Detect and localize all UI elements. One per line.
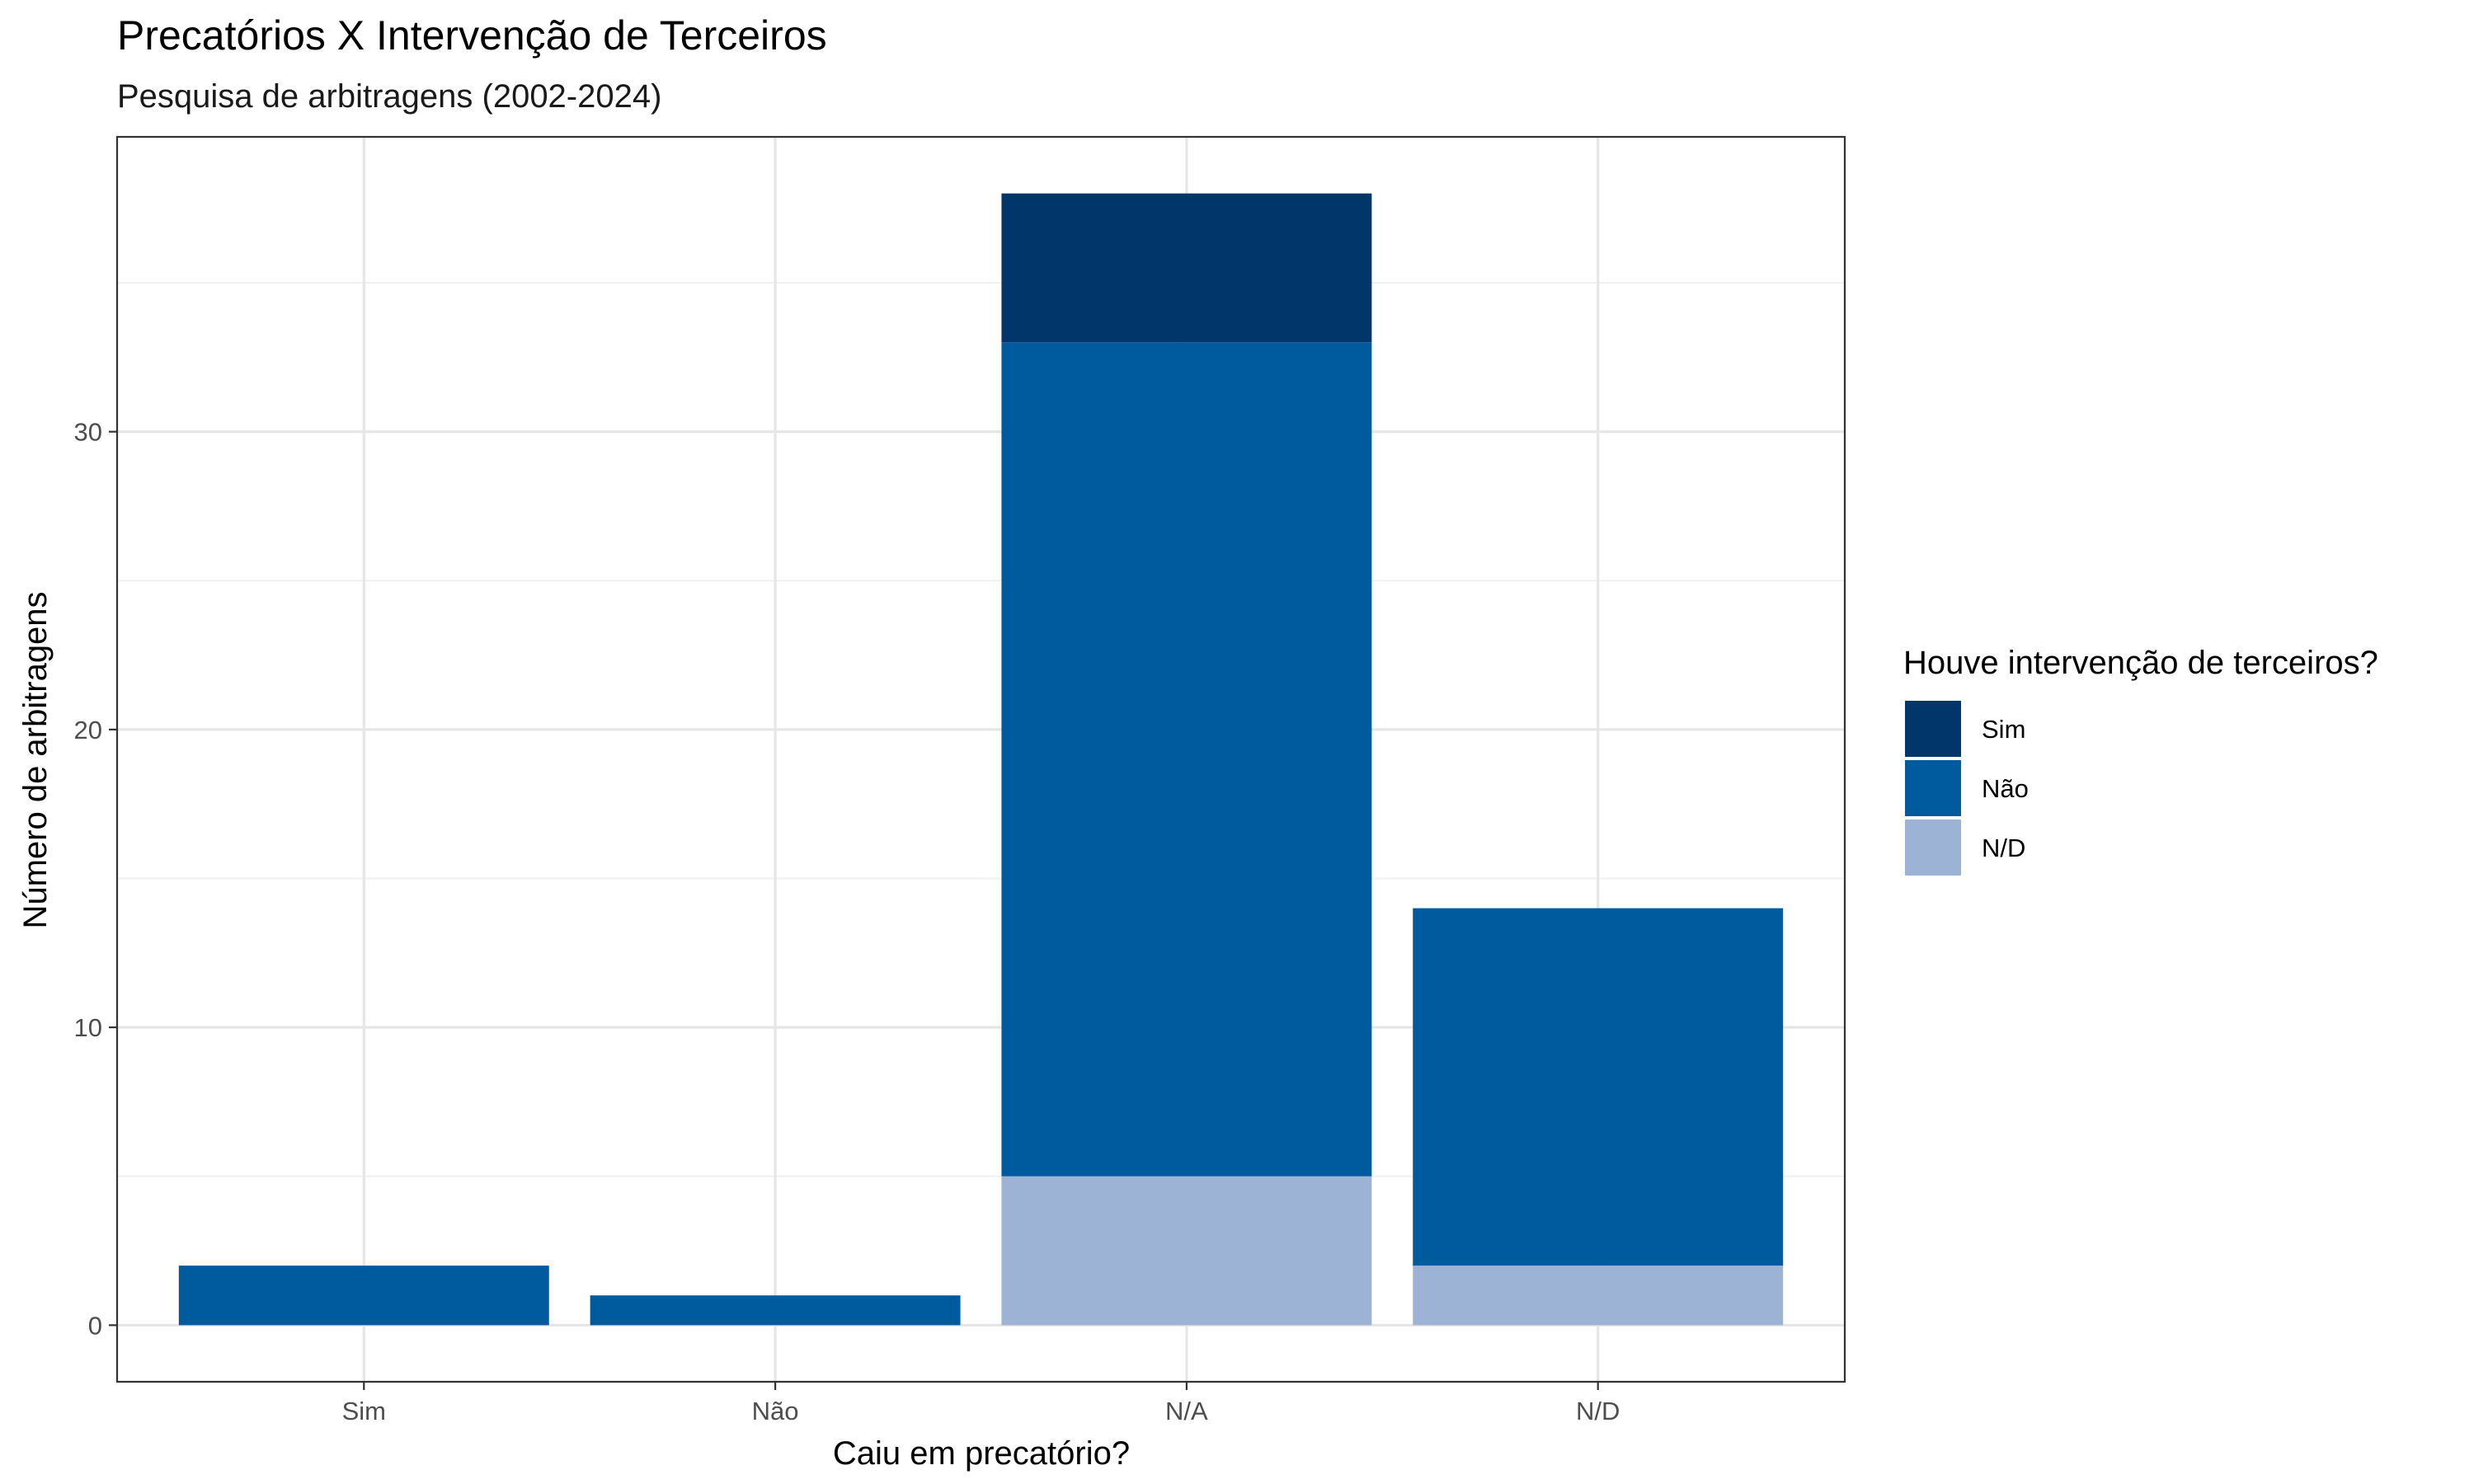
bar-n-o-2 xyxy=(590,1295,961,1326)
y-tick-label: 10 xyxy=(74,1013,102,1042)
legend-label: Não xyxy=(1982,774,2029,803)
bar-n-d-3 xyxy=(1001,1176,1372,1326)
y-tick-label: 30 xyxy=(74,418,102,447)
legend-key-sim xyxy=(1905,701,1961,757)
x-tick-label: N/A xyxy=(1165,1397,1208,1425)
y-axis-title: Número de arbitragens xyxy=(17,591,54,928)
legend-title: Houve intervenção de terceiros? xyxy=(1903,645,2378,681)
legend-label: Sim xyxy=(1982,715,2025,744)
bar-sim-3 xyxy=(1001,193,1372,343)
chart-subtitle: Pesquisa de arbitragens (2002-2024) xyxy=(117,78,661,115)
legend-key-n-d xyxy=(1905,819,1961,876)
legend: Houve intervenção de terceiros? Sim Não N/… xyxy=(1903,645,2378,876)
legend-label: N/D xyxy=(1982,834,2025,862)
bar-n-d-4 xyxy=(1413,1266,1784,1326)
bar-n-o-3 xyxy=(1001,342,1372,1176)
bar-n-o-4 xyxy=(1413,908,1784,1266)
x-axis-title: Caiu em precatório? xyxy=(833,1435,1130,1472)
chart-title: Precatórios X Intervenção de Terceiros xyxy=(117,12,827,59)
y-tick-label: 0 xyxy=(88,1311,102,1340)
panel-border xyxy=(115,135,1846,1383)
bar-n-o-1 xyxy=(178,1266,549,1326)
x-tick-label: Sim xyxy=(342,1397,386,1425)
legend-key-n-o xyxy=(1905,760,1961,816)
y-tick-label: 20 xyxy=(74,716,102,744)
x-tick-label: Não xyxy=(752,1397,799,1425)
plot-panel: 0 10 20 30 Sim Não N/A N/D xyxy=(74,135,1846,1425)
x-tick-label: N/D xyxy=(1576,1397,1620,1425)
